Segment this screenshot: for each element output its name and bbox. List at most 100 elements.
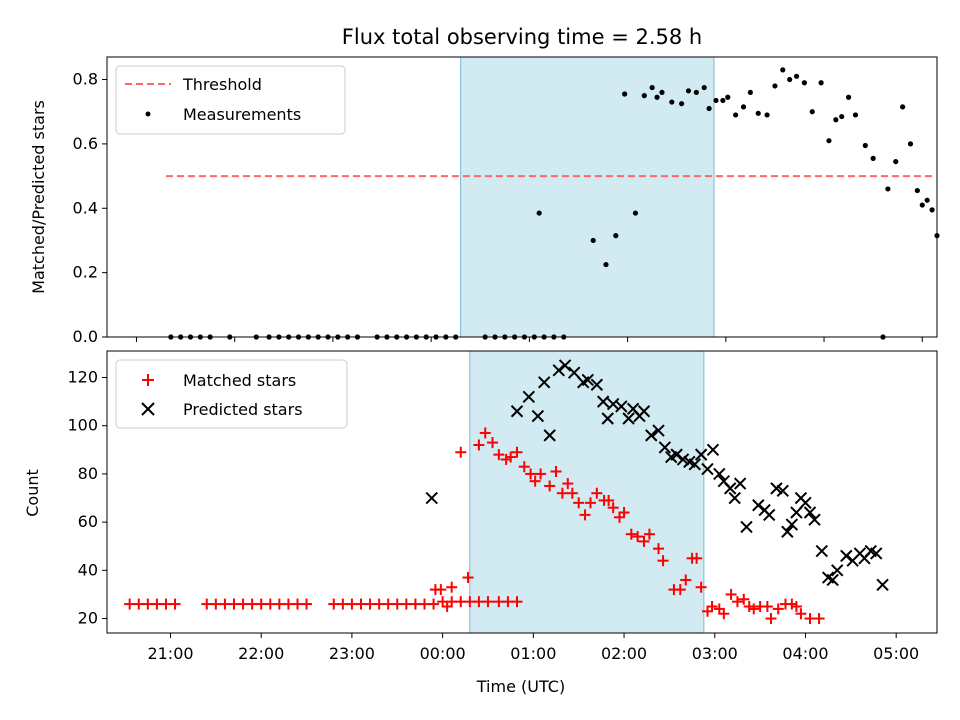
matched-star-point — [638, 535, 650, 547]
predicted-star-stroke — [733, 477, 747, 490]
matched-star-point — [529, 475, 541, 487]
matched-star-point — [618, 506, 630, 518]
predicted-star-point — [637, 405, 651, 418]
predicted-star-point — [606, 397, 620, 411]
measurement-point — [641, 93, 647, 99]
matched-star-point — [511, 596, 523, 608]
measurement-point — [862, 142, 868, 149]
measurement-point — [801, 80, 807, 86]
predicted-star-point — [733, 477, 747, 490]
predicted-star-point — [622, 412, 635, 425]
predicted-star-stroke — [752, 499, 765, 512]
predicted-star-point — [826, 573, 839, 587]
matched-star-point — [525, 468, 537, 480]
predicted-star-stroke — [815, 544, 829, 558]
measurement-point — [809, 109, 815, 115]
top-y-tick-label: 0.6 — [73, 134, 98, 153]
bottom-y-tick-label: 100 — [67, 416, 98, 435]
measurement-point — [826, 138, 832, 144]
matched-star-point — [813, 613, 825, 625]
measurement-point — [787, 76, 793, 83]
measurement-point — [733, 112, 739, 118]
predicted-star-point — [762, 508, 776, 522]
predicted-star-stroke — [658, 441, 672, 454]
predicted-star-stroke — [676, 453, 690, 466]
top-y-ticks: 0.0 0.2 0.4 0.6 0.8 — [73, 70, 107, 346]
predicted-star-stroke — [723, 482, 737, 495]
measurement-point — [919, 202, 925, 208]
measurement-point — [536, 210, 542, 216]
predicted-star-point — [706, 443, 720, 457]
x-axis-label: Time (UTC) — [476, 677, 565, 696]
predicted-star-stroke — [864, 544, 877, 558]
measurement-point — [900, 104, 906, 110]
predicted-star-point — [538, 376, 551, 389]
predicted-star-point — [831, 564, 844, 577]
predicted-star-stroke — [776, 484, 789, 498]
matched-star-point — [657, 555, 669, 567]
predicted-star-point — [552, 364, 565, 377]
bottom-panel: 20 40 60 80 100 120 21:00 22:00 23:00 00:00 01:00… — [23, 350, 938, 696]
predicted-star-stroke — [770, 482, 783, 495]
bottom-x-tick-label: 23:00 — [329, 644, 375, 663]
predicted-star-stroke — [870, 547, 883, 560]
matched-star-point — [680, 574, 692, 586]
matched-star-point — [550, 466, 562, 478]
measurement-point — [793, 73, 800, 79]
top-y-tick-label: 0.0 — [73, 327, 98, 346]
measurement-point — [685, 88, 692, 94]
predicted-star-point — [770, 482, 783, 495]
measurement-point — [679, 101, 685, 107]
predicted-star-point — [522, 390, 536, 404]
matched-star-point — [748, 603, 760, 615]
predicted-star-stroke — [601, 412, 614, 425]
matched-star-point — [556, 487, 568, 499]
top-x-ticks — [135, 337, 923, 342]
matched-star-point — [731, 596, 743, 608]
predicted-star-stroke — [558, 359, 572, 372]
predicted-star-stroke — [615, 400, 628, 413]
measurement-point — [622, 91, 628, 97]
predicted-star-stroke — [538, 376, 551, 389]
matched-star-point — [603, 494, 615, 506]
predicted-star-stroke — [510, 405, 524, 418]
top-highlight-span — [460, 56, 715, 338]
matched-star-point — [761, 600, 773, 612]
matched-star-point — [765, 613, 777, 625]
matched-star-point — [725, 588, 737, 600]
matched-star-point — [706, 600, 718, 612]
predicted-star-point — [558, 359, 572, 372]
predicted-star-point — [652, 424, 665, 437]
legend-measurements-label: Measurements — [183, 105, 301, 124]
matched-star-point — [518, 461, 530, 473]
top-y-tick-label: 0.4 — [73, 198, 98, 217]
matched-star-point — [441, 600, 453, 612]
measurement-point — [701, 84, 707, 91]
matched-star-point — [511, 446, 523, 458]
matched-star-point — [643, 528, 655, 540]
legend-threshold-label: Threshold — [182, 75, 262, 94]
predicted-star-stroke — [531, 409, 545, 423]
predicted-star-point — [723, 482, 737, 495]
matched-star-point — [566, 487, 578, 499]
predicted-star-stroke — [831, 564, 844, 577]
measurement-point — [852, 112, 859, 118]
matched-star-point — [544, 480, 556, 492]
predicted-star-stroke — [626, 402, 640, 416]
predicted-star-point — [728, 491, 741, 505]
predicted-star-point — [694, 448, 708, 461]
predicted-star-stroke — [803, 506, 817, 519]
measurement-point — [885, 186, 891, 192]
predicted-star-stroke — [543, 429, 556, 442]
bottom-y-tick-label: 60 — [78, 512, 98, 531]
bottom-x-tick-label: 00:00 — [420, 644, 466, 663]
top-y-axis-label: Matched/Predicted stars — [29, 100, 48, 294]
matched-star-point — [691, 552, 703, 564]
matched-star-point — [632, 531, 644, 543]
bottom-x-tick-label: 21:00 — [147, 644, 193, 663]
measurement-point — [764, 112, 770, 118]
predicted-star-point — [799, 496, 812, 510]
bottom-x-tick-label: 01:00 — [510, 644, 556, 663]
top-y-tick-label: 0.8 — [73, 70, 98, 89]
matched-star-point — [674, 584, 686, 596]
